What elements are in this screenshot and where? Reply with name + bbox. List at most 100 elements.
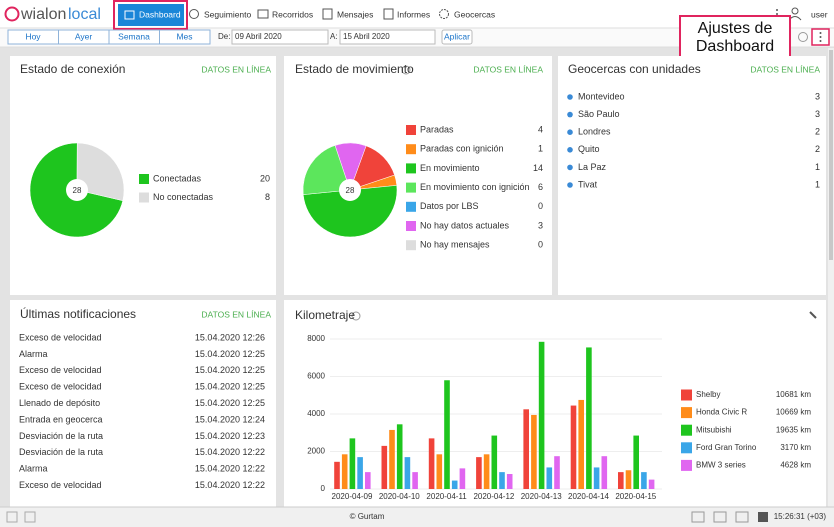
legend-swatch (406, 221, 416, 231)
bar (571, 406, 577, 489)
clock: 15:26:31 (+03) (774, 512, 827, 521)
legend-label: Datos por LBS (420, 201, 479, 211)
notification-name: Entrada en geocerca (19, 414, 103, 424)
notification-time: 15.04.2020 12:22 (195, 480, 265, 490)
notification-name: Desviación de la ruta (19, 431, 103, 441)
list-dot (567, 129, 573, 135)
annotation-text: Ajustes de (698, 20, 773, 37)
legend-label: Paradas (420, 124, 454, 134)
to-date[interactable]: 15 Abril 2020 (343, 32, 390, 41)
geofence-name: Londres (578, 127, 611, 137)
notification-time: 15.04.2020 12:25 (195, 398, 265, 408)
bar (602, 456, 608, 489)
x-tick-label: 2020-04-09 (332, 492, 373, 501)
bar (492, 436, 498, 489)
legend-label: No hay datos actuales (420, 220, 510, 230)
bar (342, 454, 348, 489)
bar (539, 342, 545, 489)
nav-item[interactable]: Mensajes (337, 9, 373, 19)
legend-swatch (681, 442, 692, 453)
x-tick-label: 2020-04-11 (426, 492, 467, 501)
y-tick-label: 0 (321, 484, 326, 493)
nav-item[interactable]: Seguimiento (204, 9, 252, 19)
x-tick-label: 2020-04-13 (521, 492, 562, 501)
widget-title: Kilometraje (295, 308, 355, 322)
nav-item[interactable]: Recorridos (272, 9, 313, 19)
legend-value: 20 (260, 173, 270, 183)
apply-label[interactable]: Aplicar (444, 31, 470, 41)
pie-total: 28 (73, 186, 82, 195)
x-tick-label: 2020-04-10 (379, 492, 420, 501)
period-label[interactable]: Ayer (75, 31, 92, 41)
legend-label: Paradas con ignición (420, 144, 504, 154)
legend-swatch (406, 125, 416, 135)
legend-value: 0 (538, 240, 543, 250)
scrollbar-thumb[interactable] (829, 50, 833, 260)
list-dot (567, 94, 573, 100)
bar (357, 457, 363, 489)
notification-name: Desviación de la ruta (19, 447, 103, 457)
widget-status: DATOS EN LÍNEA (473, 64, 543, 74)
notification-name: Exceso de velocidad (19, 365, 102, 375)
bar (649, 480, 655, 489)
bar (476, 457, 482, 489)
bar (365, 472, 371, 489)
widget-status: DATOS EN LÍNEA (201, 309, 271, 319)
list-dot (567, 165, 573, 171)
legend-value: 4 (538, 124, 543, 134)
list-dot (567, 147, 573, 153)
geofence-count: 3 (815, 91, 820, 101)
period-label[interactable]: Semana (118, 31, 150, 41)
legend-value: 6 (538, 182, 543, 192)
notification-name: Exceso de velocidad (19, 480, 102, 490)
widget-title: Últimas notificaciones (20, 306, 136, 321)
list-dot (567, 182, 573, 188)
footer-icon[interactable] (758, 512, 768, 522)
bar (618, 472, 624, 489)
bar (626, 470, 632, 489)
legend-swatch (681, 425, 692, 436)
period-label[interactable]: Mes (176, 31, 192, 41)
nav-item[interactable]: Informes (397, 9, 430, 19)
legend-total: 10681 km (776, 390, 811, 399)
pie-total: 28 (346, 186, 355, 195)
notification-time: 15.04.2020 12:22 (195, 464, 265, 474)
legend-total: 4628 km (780, 461, 811, 470)
legend-label: No hay mensajes (420, 240, 490, 250)
notification-time: 15.04.2020 12:25 (195, 382, 265, 392)
bar (437, 454, 443, 489)
logo-primary: wialon (20, 6, 66, 23)
widget-title: Estado de movimiento (295, 62, 414, 76)
nav-item[interactable]: Dashboard (139, 9, 181, 19)
y-tick-label: 2000 (307, 447, 325, 456)
notification-name: Exceso de velocidad (19, 332, 102, 342)
legend-swatch (139, 193, 149, 203)
notification-name: Llenado de depósito (19, 398, 100, 408)
bar (499, 472, 505, 489)
nav-item[interactable]: Geocercas (454, 9, 495, 19)
geofence-count: 1 (815, 179, 820, 189)
legend-swatch (406, 144, 416, 154)
bar (334, 462, 340, 489)
bar (586, 347, 592, 489)
user-name[interactable]: user (811, 9, 828, 19)
legend-swatch (406, 240, 416, 250)
legend-label: Conectadas (153, 173, 202, 183)
geofence-count: 2 (815, 144, 820, 154)
x-tick-label: 2020-04-15 (615, 492, 656, 501)
from-label: De: (218, 32, 230, 41)
bar (633, 436, 639, 489)
legend-value: 14 (533, 163, 543, 173)
legend-total: 3170 km (780, 443, 811, 452)
bar (578, 400, 584, 489)
period-label[interactable]: Hoy (25, 31, 41, 41)
bar (523, 409, 529, 489)
from-date[interactable]: 09 Abril 2020 (235, 32, 282, 41)
legend-swatch (406, 202, 416, 212)
y-tick-label: 4000 (307, 409, 325, 418)
legend-total: 19635 km (776, 425, 811, 434)
settings-icon (820, 32, 822, 42)
legend-swatch (139, 174, 149, 184)
geofence-count: 2 (815, 127, 820, 137)
